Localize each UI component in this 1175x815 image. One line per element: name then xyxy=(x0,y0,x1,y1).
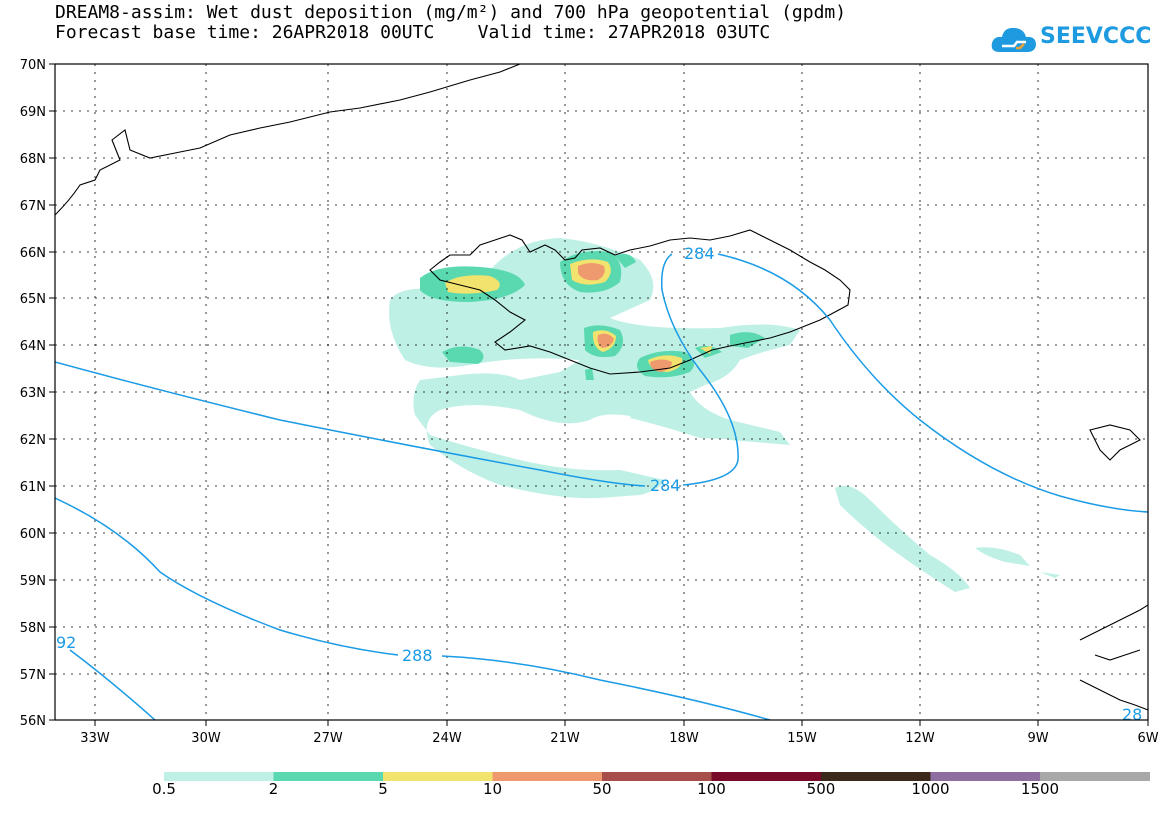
colorbar-swatch xyxy=(711,772,822,781)
lon-label: 27W xyxy=(313,731,343,746)
contour-label-288: 288 xyxy=(402,646,433,665)
lat-label: 60N xyxy=(20,527,46,542)
longitude-labels: 33W 30W 27W 24W 21W 18W 15W 12W 9W 6W xyxy=(80,731,1158,746)
lat-label: 66N xyxy=(20,246,46,261)
logo-text: SEEVCCC xyxy=(1040,24,1152,49)
tick-marks xyxy=(49,63,1149,726)
colorbar-label: 0.5 xyxy=(152,780,176,798)
lon-label: 30W xyxy=(191,731,221,746)
colorbar-label: 1000 xyxy=(911,780,950,798)
colorbar-swatch xyxy=(1040,772,1150,781)
colorbar-label: 50 xyxy=(592,780,612,798)
title-valid-time: Valid time: 27APR2018 03UTC xyxy=(477,22,771,43)
colorbar-label: 500 xyxy=(806,780,836,798)
dust-shading-0.5 xyxy=(389,238,1060,592)
colorbar-swatch xyxy=(821,772,931,781)
lat-label: 70N xyxy=(20,58,46,73)
lat-label: 65N xyxy=(20,292,46,307)
lat-label: 59N xyxy=(20,574,46,589)
lon-label: 33W xyxy=(80,731,110,746)
coastlines xyxy=(55,64,1148,711)
contour-label-284-north: 284 xyxy=(684,244,715,263)
lon-label: 12W xyxy=(905,731,935,746)
lon-label: 18W xyxy=(669,731,699,746)
title-forecast-base: Forecast base time: 26APR2018 00UTC xyxy=(55,22,435,43)
lat-label: 61N xyxy=(20,480,46,495)
lon-label: 15W xyxy=(787,731,817,746)
lat-label: 62N xyxy=(20,433,46,448)
colorbar-label: 5 xyxy=(378,780,388,798)
colorbar-swatch xyxy=(273,772,384,781)
contour-labels: 284 284 288 92 28 xyxy=(56,244,1142,724)
lon-label: 6W xyxy=(1137,731,1158,746)
cloud-icon xyxy=(991,27,1036,52)
lon-label: 24W xyxy=(432,731,462,746)
colorbar-label: 100 xyxy=(697,780,726,798)
colorbar-swatch xyxy=(492,772,603,781)
lat-label: 67N xyxy=(20,199,46,214)
lat-label: 64N xyxy=(20,339,46,354)
lat-label: 68N xyxy=(20,152,46,167)
contour-label-284-south: 284 xyxy=(650,476,681,495)
contour-label-28x: 28 xyxy=(1122,705,1142,724)
colorbar-label: 1500 xyxy=(1020,780,1060,798)
plot-area: 284 284 288 92 28 xyxy=(55,64,1148,724)
colorbar-label: 10 xyxy=(482,780,503,798)
lat-label: 63N xyxy=(20,386,46,401)
title-line-1: DREAM8-assim: Wet dust deposition (mg/m²… xyxy=(55,2,847,23)
colorbar-swatch xyxy=(164,772,274,781)
map-title: DREAM8-assim: Wet dust deposition (mg/m²… xyxy=(55,3,846,43)
gridlines xyxy=(55,64,1148,720)
colorbar-swatch xyxy=(602,772,712,781)
colorbar-swatch xyxy=(383,772,493,781)
lat-label: 56N xyxy=(20,714,46,729)
colorbar-swatch xyxy=(930,772,1041,781)
colorbar-label: 2 xyxy=(268,780,279,798)
lat-label: 69N xyxy=(20,105,46,120)
geopotential-contours xyxy=(55,253,1148,720)
lat-label: 58N xyxy=(20,621,46,636)
lon-label: 9W xyxy=(1027,731,1048,746)
latitude-labels: 70N 69N 68N 67N 66N 65N 64N 63N 62N 61N … xyxy=(20,58,46,729)
lat-label: 57N xyxy=(20,668,46,683)
lon-label: 21W xyxy=(550,731,580,746)
contour-label-292: 92 xyxy=(56,633,76,652)
colorbar xyxy=(164,772,1150,781)
seevccc-logo: SEEVCCC xyxy=(990,20,1151,60)
